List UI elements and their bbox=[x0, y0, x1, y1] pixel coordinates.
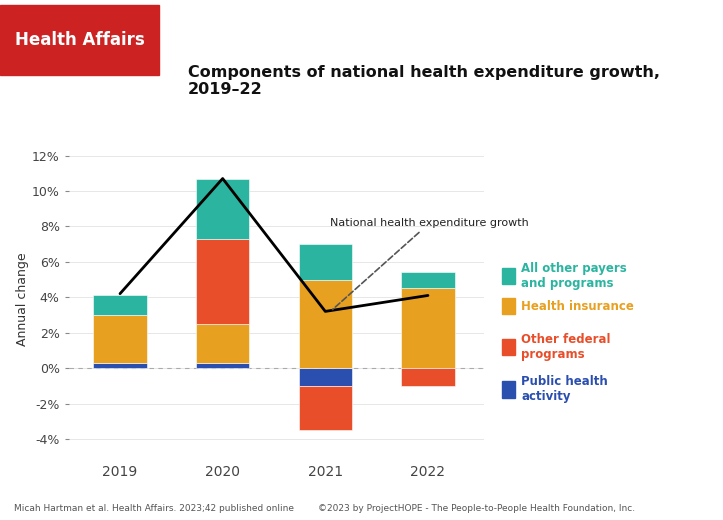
Bar bbox=[196, 324, 249, 363]
Text: Components of national health expenditure growth,
2019–22: Components of national health expenditur… bbox=[188, 65, 660, 97]
Text: Health Affairs: Health Affairs bbox=[14, 31, 145, 49]
Bar bbox=[93, 363, 147, 368]
Bar bbox=[93, 315, 147, 363]
Bar bbox=[401, 272, 455, 289]
Bar bbox=[401, 289, 455, 368]
Y-axis label: Annual change: Annual change bbox=[16, 252, 29, 346]
Bar bbox=[196, 363, 249, 368]
Bar bbox=[299, 280, 352, 368]
Bar bbox=[196, 239, 249, 324]
Text: Public health
activity: Public health activity bbox=[521, 375, 608, 404]
Text: Health insurance: Health insurance bbox=[521, 300, 634, 313]
Text: All other payers
and programs: All other payers and programs bbox=[521, 262, 627, 290]
Bar bbox=[299, 368, 352, 386]
Bar bbox=[401, 368, 455, 386]
Bar bbox=[196, 178, 249, 239]
Text: Other federal
programs: Other federal programs bbox=[521, 333, 611, 361]
Text: National health expenditure growth: National health expenditure growth bbox=[330, 218, 529, 309]
Bar bbox=[299, 244, 352, 280]
Bar bbox=[299, 386, 352, 430]
Text: ©2023 by ProjectHOPE - The People-to-People Health Foundation, Inc.: ©2023 by ProjectHOPE - The People-to-Peo… bbox=[318, 504, 636, 513]
Text: Micah Hartman et al. Health Affairs. 2023;42 published online: Micah Hartman et al. Health Affairs. 202… bbox=[14, 504, 294, 513]
Bar bbox=[93, 295, 147, 315]
